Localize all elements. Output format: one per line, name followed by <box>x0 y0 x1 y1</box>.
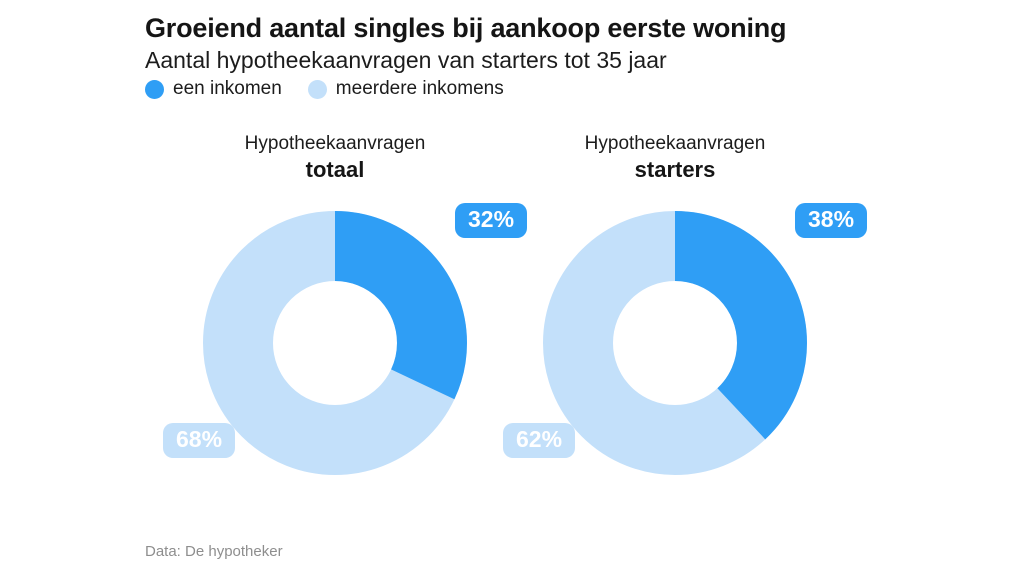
chart-title: Hypotheekaanvragen <box>584 133 766 154</box>
chart-subtitle: starters <box>634 157 716 182</box>
data-source: Data: De hypotheker <box>145 543 283 560</box>
legend-swatch-secondary-icon <box>307 79 327 99</box>
legend-item-een-inkomen: een inkomen <box>145 78 282 100</box>
donut-svg <box>203 211 467 475</box>
value-badge-primary: 38% <box>795 203 868 238</box>
value-badge-secondary: 62% <box>503 423 576 458</box>
donut-starters: 38% 62% <box>503 203 868 478</box>
value-badge-secondary: 68% <box>163 423 236 458</box>
donut-svg <box>543 211 807 475</box>
legend-item-meerdere-inkomens: meerdere inkomens <box>307 78 504 100</box>
legend-label: meerdere inkomens <box>335 78 504 99</box>
legend-label: een inkomen <box>173 78 282 99</box>
donut-totaal: 32% 68% <box>163 203 528 478</box>
legend: een inkomen meerdere inkomens <box>145 78 504 100</box>
page-title: Groeiend aantal singles bij aankoop eers… <box>145 13 787 43</box>
chart-subtitle: totaal <box>305 157 365 182</box>
chart-title: Hypotheekaanvragen <box>244 133 426 154</box>
donut-chart-totaal: Hypotheekaanvragen totaal 32% 68% <box>163 133 528 478</box>
donut-chart-starters: Hypotheekaanvragen starters 38% 62% <box>503 133 868 478</box>
page-subtitle: Aantal hypotheekaanvragen van starters t… <box>145 47 667 73</box>
value-badge-primary: 32% <box>455 203 528 238</box>
legend-swatch-primary-icon <box>145 79 164 99</box>
